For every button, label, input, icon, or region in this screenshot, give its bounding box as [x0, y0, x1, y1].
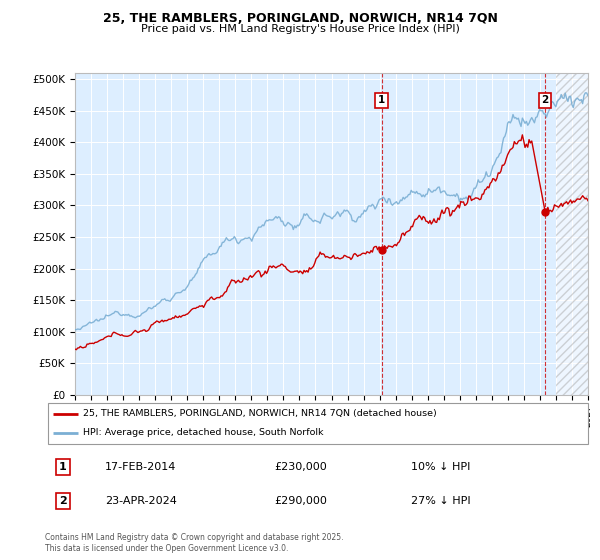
Text: 1: 1 — [59, 462, 67, 472]
Text: £290,000: £290,000 — [274, 496, 327, 506]
Text: Contains HM Land Registry data © Crown copyright and database right 2025.
This d: Contains HM Land Registry data © Crown c… — [45, 533, 343, 553]
Text: 2: 2 — [59, 496, 67, 506]
FancyBboxPatch shape — [48, 403, 588, 444]
Text: HPI: Average price, detached house, South Norfolk: HPI: Average price, detached house, Sout… — [83, 428, 324, 437]
Text: £230,000: £230,000 — [274, 462, 327, 472]
Text: Price paid vs. HM Land Registry's House Price Index (HPI): Price paid vs. HM Land Registry's House … — [140, 24, 460, 34]
Text: 17-FEB-2014: 17-FEB-2014 — [105, 462, 176, 472]
Text: 25, THE RAMBLERS, PORINGLAND, NORWICH, NR14 7QN: 25, THE RAMBLERS, PORINGLAND, NORWICH, N… — [103, 12, 497, 25]
Bar — [556, 73, 588, 395]
Text: 23-APR-2024: 23-APR-2024 — [105, 496, 177, 506]
Text: 2: 2 — [541, 95, 548, 105]
Text: 27% ↓ HPI: 27% ↓ HPI — [411, 496, 470, 506]
Text: 1: 1 — [378, 95, 385, 105]
Text: 10% ↓ HPI: 10% ↓ HPI — [411, 462, 470, 472]
Text: 25, THE RAMBLERS, PORINGLAND, NORWICH, NR14 7QN (detached house): 25, THE RAMBLERS, PORINGLAND, NORWICH, N… — [83, 409, 437, 418]
